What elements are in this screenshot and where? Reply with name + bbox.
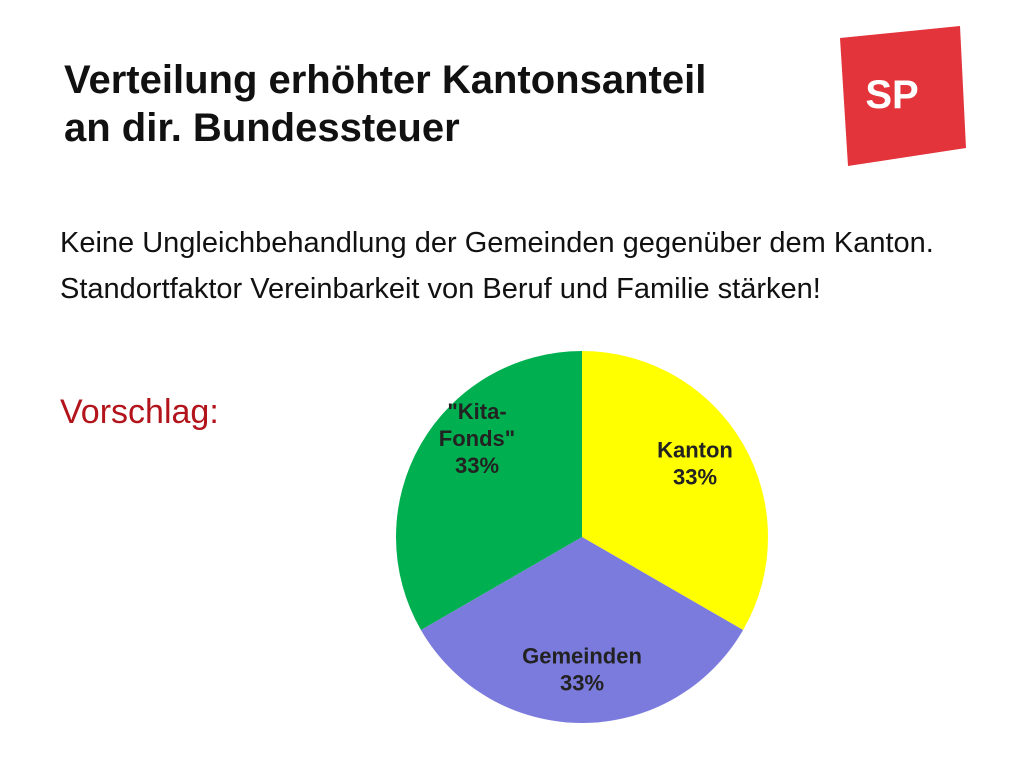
sp-logo: SP — [840, 26, 966, 166]
pie-label-line: "Kita- — [447, 399, 506, 424]
title-line-2: an dir. Bundessteuer — [64, 106, 460, 150]
slide-title: Verteilung erhöhter Kantonsanteil an dir… — [64, 56, 824, 152]
sp-logo-shape — [840, 26, 966, 166]
sp-logo-text: SP — [865, 73, 918, 117]
pie-label-line: 33% — [560, 671, 604, 696]
body-text: Keine Ungleichbehandlung der Gemeinden g… — [60, 226, 980, 318]
pie-label-line: Gemeinden — [522, 644, 642, 669]
pie-label-line: Kanton — [657, 438, 733, 463]
pie-label-line: Fonds" — [439, 426, 515, 451]
pie-slice-gemeinden — [420, 537, 744, 723]
body-paragraph-1: Keine Ungleichbehandlung der Gemeinden g… — [60, 227, 934, 259]
pie-label-kita-fonds: "Kita-Fonds" 33% — [439, 399, 515, 478]
proposal-label: Vorschlag: — [60, 393, 219, 431]
pie-slice-kita-fonds — [396, 351, 582, 630]
title-line-1: Verteilung erhöhter Kantonsanteil — [64, 58, 707, 102]
pie-label-kanton: Kanton 33% — [657, 438, 733, 490]
pie-label-line: 33% — [673, 465, 717, 490]
pie-label-gemeinden: Gemeinden 33% — [522, 644, 642, 696]
body-paragraph-2: Standortfaktor Vereinbarkeit von Beruf u… — [60, 273, 821, 305]
pie-label-line: 33% — [455, 453, 499, 478]
pie-slice-kanton — [582, 351, 769, 630]
